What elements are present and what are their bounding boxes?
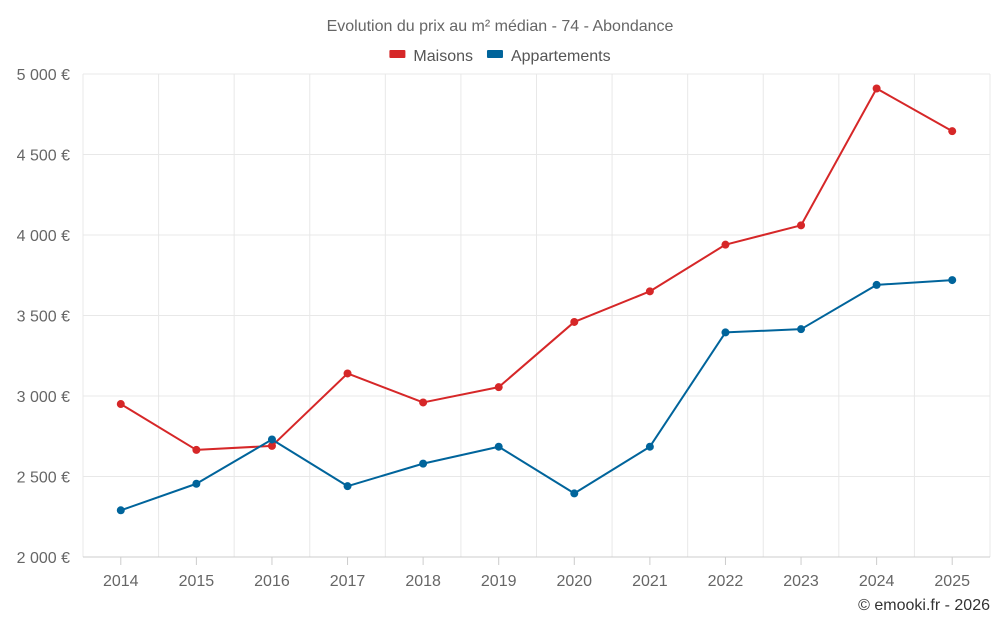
data-point-maisons[interactable] (192, 445, 201, 454)
data-point-maisons[interactable] (872, 84, 881, 93)
credit-text: © emooki.fr - 2026 (858, 597, 990, 614)
data-point-maisons[interactable] (343, 369, 352, 378)
x-tick-label: 2019 (481, 573, 517, 590)
data-point-appartements[interactable] (645, 442, 654, 451)
data-point-maisons[interactable] (570, 317, 579, 326)
legend-item-maisons[interactable]: Maisons (389, 48, 473, 65)
series-layer (116, 84, 957, 515)
x-tick-label: 2021 (632, 573, 668, 590)
x-tick-label: 2017 (330, 573, 366, 590)
series-appartements (116, 276, 957, 515)
data-point-maisons[interactable] (116, 400, 125, 409)
x-tick-label: 2015 (179, 573, 215, 590)
x-tick-label: 2023 (783, 573, 819, 590)
data-point-appartements[interactable] (419, 459, 428, 468)
legend: Maisons Appartements (389, 48, 611, 65)
legend-label: Appartements (511, 48, 611, 65)
data-point-appartements[interactable] (948, 276, 957, 285)
x-tick-label: 2025 (934, 573, 970, 590)
x-tick-label: 2022 (708, 573, 744, 590)
data-point-appartements[interactable] (192, 479, 201, 488)
y-tick-label: 2 000 € (17, 550, 70, 567)
data-point-appartements[interactable] (797, 325, 806, 334)
series-line-appartements (120, 279, 953, 512)
data-point-maisons[interactable] (797, 221, 806, 230)
grid (82, 73, 991, 557)
data-point-appartements[interactable] (570, 489, 579, 498)
data-point-appartements[interactable] (343, 482, 352, 491)
data-point-maisons[interactable] (494, 383, 503, 392)
y-tick-label: 5 000 € (17, 67, 70, 84)
y-tick-label: 2 500 € (17, 470, 70, 487)
x-tick-label: 2024 (859, 573, 895, 590)
data-point-maisons[interactable] (948, 127, 957, 136)
y-tick-label: 3 500 € (17, 309, 70, 326)
y-axis: 2 000 € 2 500 € 3 000 € 3 500 € 4 000 € 4 500… (17, 67, 70, 567)
legend-swatch (486, 50, 503, 58)
y-tick-label: 3 000 € (17, 389, 70, 406)
data-point-appartements[interactable] (116, 506, 125, 515)
y-tick-label: 4 500 € (17, 148, 70, 165)
x-tick-label: 2014 (103, 573, 139, 590)
legend-item-appartements[interactable]: Appartements (486, 48, 611, 65)
data-point-appartements[interactable] (267, 435, 276, 444)
legend-swatch (389, 50, 406, 58)
legend-label: Maisons (413, 48, 473, 65)
x-tick-label: 2018 (405, 573, 441, 590)
data-point-maisons[interactable] (419, 398, 428, 407)
chart-title: Evolution du prix au m² médian - 74 - Ab… (327, 18, 674, 35)
data-point-maisons[interactable] (645, 287, 654, 296)
x-axis: 2014 2015 2016 2017 2018 2019 2020 2021 2022 2023… (83, 556, 990, 590)
x-tick-label: 2016 (254, 573, 290, 590)
data-point-maisons[interactable] (267, 441, 276, 450)
data-point-maisons[interactable] (721, 240, 730, 249)
data-point-appartements[interactable] (721, 328, 730, 337)
data-point-appartements[interactable] (872, 280, 881, 289)
x-tick-label: 2020 (556, 573, 592, 590)
data-point-appartements[interactable] (494, 442, 503, 451)
y-tick-label: 4 000 € (17, 228, 70, 245)
